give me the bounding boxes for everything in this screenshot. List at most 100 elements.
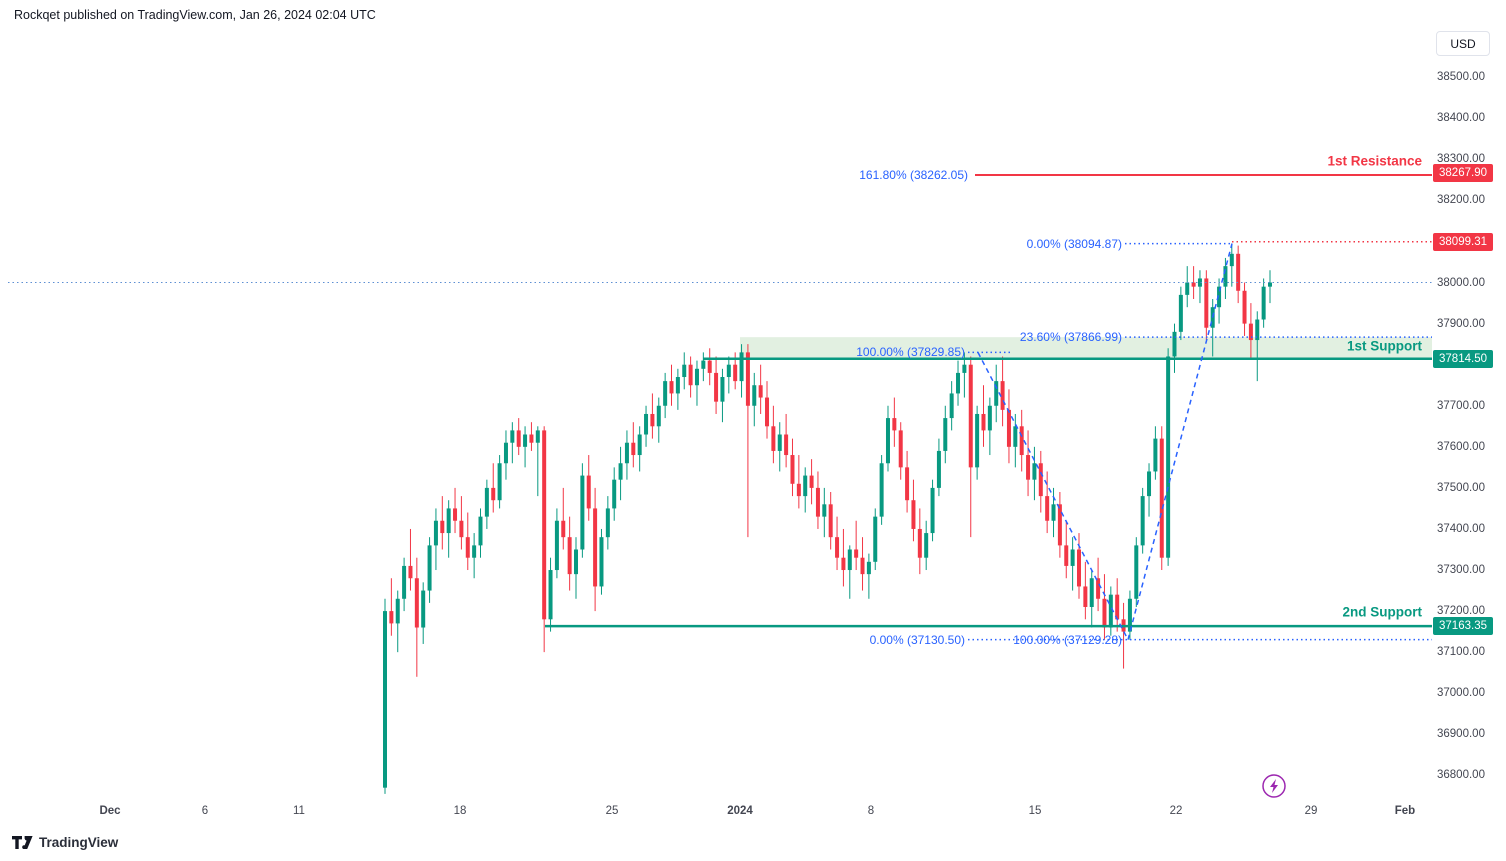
candle-body [949, 393, 954, 419]
candle-body [1019, 426, 1024, 456]
candle-body [1134, 545, 1139, 599]
currency-usd-button[interactable]: USD [1436, 31, 1490, 56]
support-zone [740, 337, 1432, 359]
candle-body [1006, 409, 1011, 447]
candle-body [1261, 286, 1266, 320]
candle-body [637, 434, 642, 456]
candle-body [1083, 586, 1088, 607]
candle-body [1064, 545, 1069, 566]
candle-body [453, 508, 458, 521]
candle-body [701, 360, 706, 369]
candle-body [554, 520, 559, 571]
candle-body [510, 430, 515, 443]
candle-body [675, 377, 680, 394]
candle-body [968, 364, 973, 468]
candle-body [771, 426, 776, 451]
candle-body [548, 570, 553, 620]
candle-body [1000, 381, 1005, 410]
candle-body [994, 381, 999, 406]
tradingview-logo [12, 835, 33, 849]
candle-body [924, 533, 929, 558]
candle-body [835, 537, 840, 558]
candle-body [402, 565, 407, 599]
candle-body [975, 413, 980, 468]
candle-body [624, 442, 629, 464]
candle-body [459, 520, 464, 538]
candle-body [688, 364, 693, 386]
candle-body [663, 381, 668, 406]
candle-body [796, 483, 801, 497]
candle-body [567, 537, 572, 575]
candle-body [1076, 549, 1081, 587]
tradingview-link[interactable]: TradingView [12, 835, 118, 850]
candle-body [1115, 594, 1120, 620]
candle-body [733, 364, 738, 382]
candle-body [605, 508, 610, 538]
candle-body [1070, 549, 1075, 566]
candle-body [395, 598, 400, 624]
candle-body [873, 516, 878, 562]
candle-body [1236, 253, 1241, 291]
candle-body [1166, 356, 1171, 558]
candle-body [1051, 504, 1056, 521]
candle-body [1045, 496, 1050, 521]
candle-body [529, 434, 534, 443]
candle-body [956, 372, 961, 394]
candle-body [898, 430, 903, 468]
candle-body [1178, 294, 1183, 332]
candle-body [574, 549, 579, 575]
candle-body [1159, 438, 1164, 558]
fib-trendline[interactable] [977, 352, 1129, 640]
candle-body [854, 549, 859, 558]
candle-body [1197, 278, 1202, 287]
candle-body [905, 467, 910, 501]
candle-body [758, 385, 763, 398]
candle-body [618, 463, 623, 480]
candle-body [523, 434, 528, 447]
candle-body [383, 611, 387, 788]
candle-body [790, 455, 795, 484]
candle-body [612, 479, 617, 509]
candle-body [745, 352, 750, 406]
candle-body [682, 364, 687, 378]
candle-body [535, 430, 540, 443]
candle-body [911, 500, 916, 529]
chart-attribution: Rockqet published on TradingView.com, Ja… [14, 8, 376, 22]
candle-body [389, 611, 394, 624]
candle-body [446, 508, 451, 534]
candle-body [809, 475, 814, 488]
candle-body [656, 405, 661, 427]
candle-body [739, 352, 744, 382]
candle-body [644, 413, 649, 435]
candle-body [1217, 286, 1222, 308]
candle-body [1204, 278, 1209, 328]
candle-body [478, 516, 483, 546]
candle-body [936, 450, 941, 488]
candle-body [694, 368, 699, 386]
candle-body [1191, 282, 1196, 287]
candle-body [1267, 282, 1272, 287]
candle-body [1242, 290, 1247, 324]
candle-body [866, 561, 871, 575]
candle-body [885, 418, 890, 464]
candle-body [707, 360, 712, 373]
candle-body [784, 434, 789, 456]
candle-body [765, 397, 770, 427]
candle-body [669, 381, 674, 394]
candle-body [561, 520, 566, 538]
candle-body [1013, 426, 1018, 447]
candle-body [981, 413, 986, 431]
candle-body [822, 504, 827, 517]
candle-body [631, 442, 636, 456]
candle-body [440, 520, 445, 534]
candle-body [465, 537, 470, 558]
candle-body [542, 430, 547, 620]
candle-body [580, 475, 585, 550]
candle-body [987, 405, 992, 431]
tradingview-brand: TradingView [39, 835, 119, 850]
candle-body [414, 578, 419, 628]
candle-body [1026, 455, 1031, 480]
candle-body [828, 504, 833, 538]
